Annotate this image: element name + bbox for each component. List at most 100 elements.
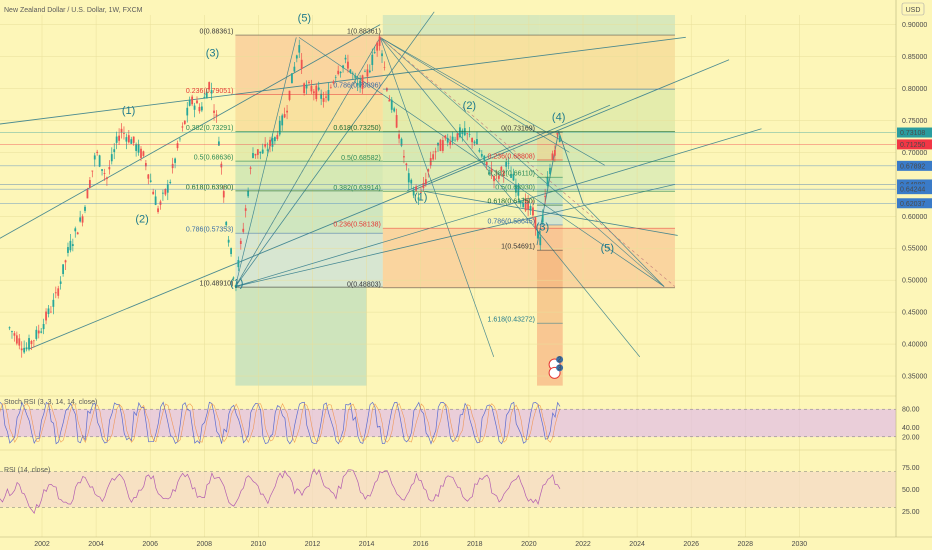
fib-label: 0(0.73169) [501,126,535,133]
candle-body [244,208,247,211]
y-tick-label: 0.50000 [902,278,927,285]
currency-badge-box[interactable] [901,2,925,16]
candle-body [373,52,376,54]
candle-body [196,100,198,104]
fib-label: 0.382(0.73291) [186,125,233,132]
y-tick-label: 0.55000 [902,246,927,253]
candle-body [466,133,469,134]
x-tick-label: 2024 [629,541,645,548]
candle-body [242,228,245,232]
candle-body [101,169,103,171]
candle-body [412,190,415,196]
fib-label: 0.236(0.68808) [488,153,535,160]
trendline [379,37,641,358]
candle-body [230,248,232,255]
candle-body [67,247,69,253]
candle-body [283,114,286,118]
candle-body [534,217,537,229]
fib-label: 1.618(0.43272) [488,317,535,324]
candle-body [432,154,435,160]
candle-body [317,87,320,90]
rsi-band [0,471,896,508]
currency-badge: USD [906,7,921,14]
x-tick-label: 2022 [575,541,591,548]
candle-body [500,166,503,171]
candle-body [312,91,315,94]
candle-body [420,192,422,193]
candle-body [344,57,347,60]
trendline [582,203,665,287]
trendline [407,104,611,192]
price-series [8,34,561,358]
fib-band-3 [537,191,563,206]
candle-body [415,186,418,191]
wave-label: (1) [414,191,427,203]
x-tick-label: 2020 [521,541,537,548]
candle-body [300,59,303,69]
alert-icons[interactable]: 23 [548,356,564,379]
candle-body [347,61,349,69]
candle-body [476,139,478,145]
candle-body [74,228,77,232]
candle-body [130,139,133,144]
candle-body [106,177,108,180]
candle-body [529,206,532,211]
candle-body [493,176,495,182]
candle-body [390,99,393,110]
candle-body [485,161,488,166]
candle-body [254,153,257,156]
fib-label: 0.236(0.58138) [333,222,380,229]
candle-body [166,184,169,193]
candle-body [278,120,281,135]
stoch-tick-label: 20.00 [902,434,920,441]
wave-label: (5) [298,12,311,24]
candle-body [383,67,386,68]
candle-body [276,134,279,139]
rsi-tick-label: 75.00 [902,465,920,472]
candle-body [25,347,28,350]
candle-body [18,338,21,346]
candle-body [444,135,447,139]
candle-body [459,127,461,138]
chart-title: New Zealand Dollar / U.S. Dollar, 1W, FX… [4,7,143,14]
wave-label: (1) [230,278,243,290]
candle-body [149,180,152,182]
fib-label: 0.618(0.61750) [488,199,535,206]
fib-band-1 [235,94,383,132]
candle-body [200,106,203,111]
candle-body [478,149,481,152]
candle-body [403,156,405,158]
fib-label: 0.5(0.63930) [495,185,535,192]
price-label: 0.67892 [900,163,925,170]
fib-band-1 [235,233,383,288]
candle-body [259,151,262,154]
trendlines [0,11,762,358]
candle-body [490,168,493,173]
trendline [379,37,665,287]
candle-body [222,191,225,198]
candle-body [125,137,128,142]
bell-icon-count: 2 [558,357,562,364]
candle-body [298,45,301,53]
candle-body [378,36,381,46]
candle-body [59,281,62,284]
trendline [379,37,495,357]
y-tick-label: 0.45000 [902,310,927,317]
candle-body [449,141,452,145]
candle-body [247,190,250,197]
candle-body [454,139,456,141]
stoch-tick-label: 40.00 [902,425,920,432]
candle-body [249,167,252,169]
candle-body [91,170,94,172]
candle-body [52,299,55,307]
fib-guide-line [235,37,381,287]
candle-body [120,128,123,133]
candle-body [519,201,522,204]
candle-body [235,284,237,288]
candle-body [361,75,364,90]
candle-body [274,137,276,142]
candle-body [8,327,11,329]
candle-body [50,311,52,313]
